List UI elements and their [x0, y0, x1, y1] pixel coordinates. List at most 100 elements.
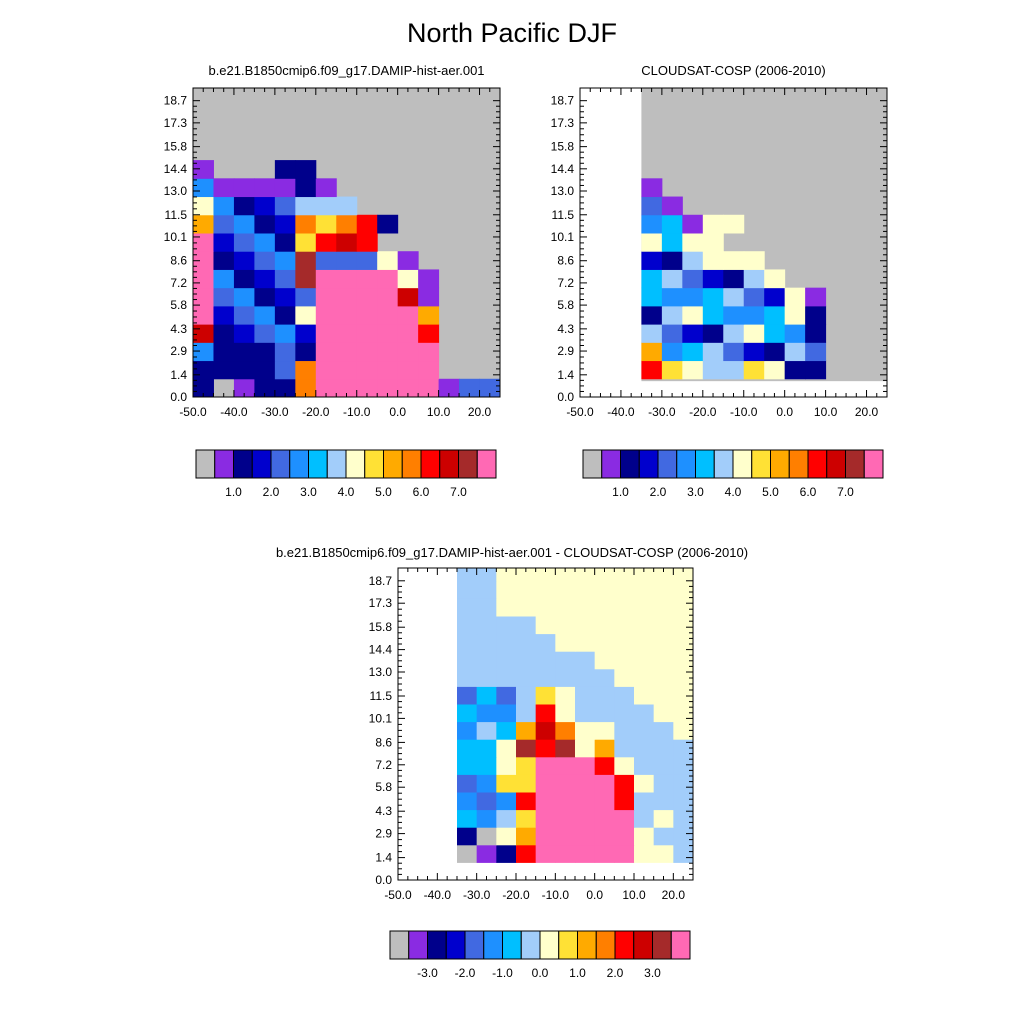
- heatmap-cell: [661, 305, 683, 325]
- colorbar-box: [401, 449, 422, 479]
- colorbar-box: [439, 449, 459, 479]
- heatmap-cell: [575, 739, 596, 758]
- colorbar-box: [458, 449, 478, 479]
- heatmap-cell: [516, 668, 537, 687]
- colorbar-box: [483, 930, 503, 960]
- colorbar-box: [476, 449, 497, 479]
- heatmap-cell: [356, 342, 378, 362]
- panel2-heatmap: -50.0 -40.0 -30.0 -20.0 -10.0 0.0 10.0 20.0 0.0 1…: [551, 87, 888, 419]
- heatmap-cell: [496, 721, 517, 740]
- colorbar-box: [620, 449, 640, 479]
- heatmap-cell: [784, 360, 806, 380]
- x-tick-label: -10.0: [730, 405, 758, 419]
- heatmap-cell: [516, 580, 537, 599]
- colorbar-label: 4.0: [338, 485, 355, 499]
- heatmap-cell: [377, 251, 399, 270]
- heatmap-cell: [397, 378, 419, 398]
- heatmap-cell: [274, 214, 296, 234]
- heatmap-cell: [315, 378, 337, 398]
- heatmap-cell: [315, 342, 337, 362]
- heatmap-cell: [594, 792, 615, 811]
- x-tick-label: 10.0: [427, 405, 451, 419]
- heatmap-cell: [743, 360, 765, 380]
- heatmap-cell: [805, 305, 827, 325]
- colorbar-label: 3.0: [687, 485, 704, 499]
- heatmap-cell: [535, 704, 556, 723]
- heatmap-cell: [397, 269, 419, 289]
- heatmap-cell: [476, 568, 497, 582]
- heatmap-cell: [336, 269, 358, 289]
- colorbar-box: [233, 449, 253, 479]
- heatmap-cell: [397, 360, 419, 380]
- heatmap-cell: [295, 178, 317, 198]
- heatmap-cell: [575, 756, 596, 775]
- heatmap-cell: [377, 342, 399, 362]
- heatmap-cell: [702, 251, 724, 270]
- heatmap-cell: [516, 827, 537, 846]
- y-tick-label: 2.9: [375, 827, 392, 841]
- heatmap-cell: [516, 844, 537, 863]
- heatmap-cell: [641, 287, 663, 307]
- heatmap-cell: [614, 633, 635, 652]
- heatmap-cell: [575, 580, 596, 599]
- heatmap-cell: [476, 686, 497, 705]
- heatmap-cell: [661, 287, 683, 307]
- heatmap-cell: [653, 704, 674, 723]
- heatmap-cell: [535, 739, 556, 758]
- heatmap-cell: [641, 305, 663, 325]
- heatmap-cell: [356, 378, 378, 398]
- heatmap-cell: [575, 844, 596, 863]
- y-tick-label: 14.4: [164, 162, 188, 176]
- heatmap-cell: [661, 196, 683, 216]
- y-tick-label: 7.2: [170, 276, 187, 290]
- colorbar-label: 7.0: [450, 485, 467, 499]
- heatmap-cell: [315, 196, 337, 216]
- colorbar-box: [308, 449, 328, 479]
- heatmap-cell: [516, 616, 537, 635]
- heatmap-cell: [476, 792, 497, 811]
- colorbar-box: [214, 449, 234, 479]
- x-tick-label: 20.0: [855, 405, 879, 419]
- heatmap-cell: [764, 269, 786, 289]
- heatmap-cell: [295, 378, 317, 398]
- colorbar-box: [270, 449, 291, 479]
- colorbar-label: 4.0: [725, 485, 742, 499]
- heatmap-cell: [614, 809, 635, 828]
- heatmap-cell: [764, 342, 786, 362]
- heatmap-cell: [496, 686, 517, 705]
- heatmap-cell: [535, 616, 556, 635]
- heatmap-cell: [496, 580, 517, 599]
- heatmap-cell: [653, 756, 674, 775]
- heatmap-cell: [682, 232, 704, 252]
- heatmap-cell: [193, 305, 214, 325]
- heatmap-cell: [213, 178, 235, 198]
- heatmap-cell: [641, 196, 663, 216]
- heatmap-cell: [661, 342, 683, 362]
- heatmap-cell: [673, 651, 694, 670]
- heatmap-cell: [682, 305, 704, 325]
- heatmap-cell: [476, 774, 497, 793]
- heatmap-cell: [457, 633, 478, 652]
- heatmap-cell: [516, 651, 537, 670]
- colorbar-box: [558, 930, 578, 960]
- x-tick-label: -40.0: [424, 888, 452, 902]
- heatmap-cell: [457, 598, 478, 617]
- heatmap-cell: [274, 269, 296, 289]
- heatmap-cell: [594, 651, 615, 670]
- heatmap-cell: [233, 178, 255, 198]
- heatmap-cell: [723, 287, 745, 307]
- heatmap-cell: [653, 792, 674, 811]
- x-tick-label: -50.0: [179, 405, 207, 419]
- heatmap-cell: [575, 686, 596, 705]
- heatmap-cell: [356, 324, 378, 343]
- heatmap-cell: [673, 616, 694, 635]
- colorbar-box: [751, 449, 771, 479]
- colorbar-box: [520, 930, 541, 960]
- heatmap-cell: [614, 756, 635, 775]
- heatmap-cell: [193, 342, 214, 362]
- heatmap-cell: [723, 305, 745, 325]
- heatmap-cell: [233, 251, 255, 270]
- colorbar-1: 1.0 2.0 3.0 4.0 5.0 6.0 7.0: [195, 449, 497, 499]
- y-tick-label: 10.1: [551, 230, 575, 244]
- heatmap-cell: [213, 305, 235, 325]
